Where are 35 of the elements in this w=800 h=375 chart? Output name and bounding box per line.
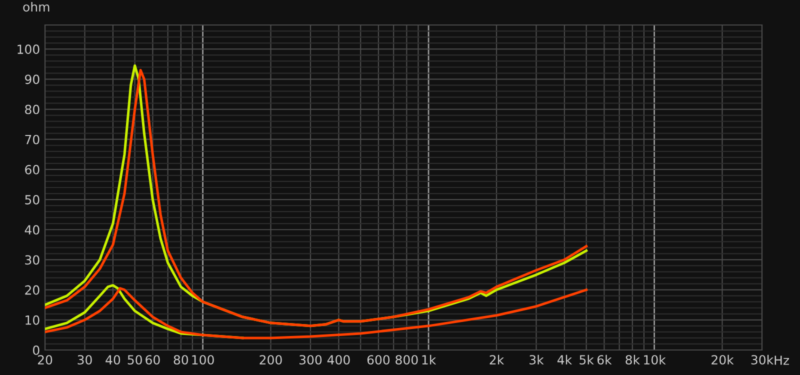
y-tick-label: 60 [25,164,40,174]
y-tick-label: 80 [25,104,40,114]
y-tick-label: 10 [26,315,40,325]
x-tick-label: 50 [128,355,142,365]
x-tick-label: 2k [490,354,504,364]
x-tick-label: 20k [712,354,734,365]
x-tick-label: 30k [751,354,774,365]
y-tick-label: 40 [24,225,40,235]
x-tick-label: 5k [580,354,594,365]
x-tick-label: 6k [597,354,612,365]
x-tick-label: 300 [300,355,322,365]
x-tick-label: 4k [557,354,572,364]
x-tick-label: 600 [367,355,390,365]
x-tick-label: 10k [644,354,666,365]
x-tick-label: 40 [106,355,120,365]
x-tick-label: 400 [327,355,350,365]
y-tick-label: 20 [25,285,40,295]
y-tick-label: 70 [25,134,40,144]
x-axis-title: Hz [774,356,789,365]
y-axis-title: ohm [23,2,50,12]
x-tick-label: 3k [530,354,544,365]
x-tick-label: 8k [626,354,640,365]
x-tick-label: 200 [260,355,282,365]
y-tick-label: 50 [25,195,40,204]
x-tick-label: 100 [192,355,214,365]
x-tick-label: 80 [174,355,188,365]
y-tick-label: 100 [18,44,40,54]
y-tick-label: 30 [25,255,40,265]
y-tick-label: 90 [25,74,40,84]
x-tick-label: 20 [38,355,52,365]
y-tick-label: 0 [33,345,40,355]
x-tick-label: 60 [146,355,160,365]
x-tick-label: 800 [396,355,418,365]
x-tick-label: 1k [422,354,436,364]
x-tick-label: 30 [78,355,92,365]
